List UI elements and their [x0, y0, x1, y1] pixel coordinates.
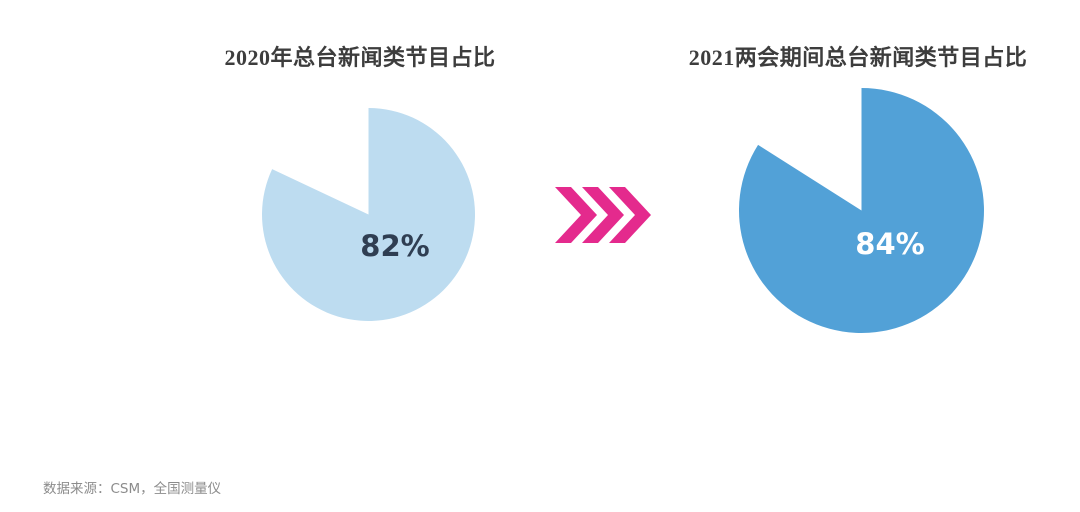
chevron-icon-3 [609, 187, 651, 243]
chevron-icon-2 [582, 187, 624, 243]
pie-chart-2021: 84% [738, 88, 984, 333]
data-source-note: 数据来源：CSM，全国测量仪 [43, 481, 222, 497]
triple-chevron-right-icon [555, 187, 651, 243]
pie-chart-2020: 82% [262, 108, 476, 321]
chart-title-2020: 2020年总台新闻类节目占比 [224, 45, 496, 70]
pie-label-2021: 84% [855, 227, 924, 261]
chevron-icon-1 [555, 187, 597, 243]
pie-label-2020: 82% [360, 229, 429, 263]
pie-slice-2021-news [738, 88, 984, 333]
chart-title-2021: 2021两会期间总台新闻类节目占比 [688, 45, 1028, 70]
pie-slice-2020-news [262, 108, 476, 321]
